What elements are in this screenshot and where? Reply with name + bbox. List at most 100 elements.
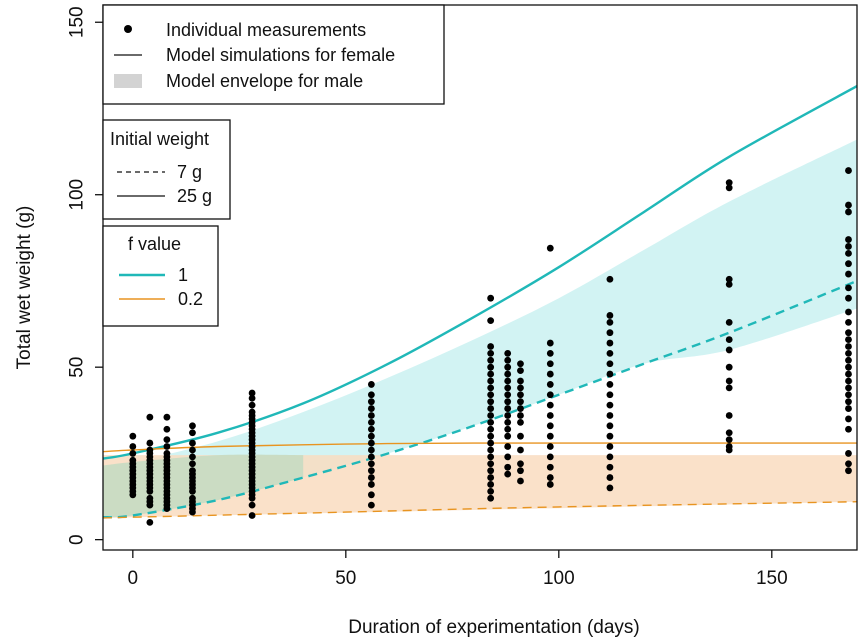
measurement-point <box>248 512 256 519</box>
measurement-point <box>845 167 852 174</box>
measurement-point <box>725 436 733 444</box>
measurement-point <box>504 377 512 385</box>
measurement-point <box>546 381 554 388</box>
measurement-point <box>517 418 524 426</box>
measurement-point <box>487 349 495 357</box>
measurement-point <box>546 474 554 481</box>
measurement-point <box>487 384 495 392</box>
measurement-point <box>606 329 614 337</box>
measurement-point <box>546 360 554 368</box>
envelope-f-1 <box>103 139 857 518</box>
x-tick-label: 150 <box>756 568 788 589</box>
measurement-point <box>189 508 196 516</box>
measurement-point <box>725 346 733 354</box>
measurement-point <box>367 460 375 468</box>
measurement-point <box>606 484 614 492</box>
legend-f-value-label: 1 <box>178 265 188 285</box>
measurement-point <box>546 412 554 419</box>
measurement-point <box>606 432 614 440</box>
measurement-point <box>487 391 495 399</box>
legend-f-value: f value 1 0.2 <box>102 225 219 327</box>
measurement-point <box>367 501 375 509</box>
measurement-point <box>546 432 554 440</box>
measurement-point <box>606 312 614 319</box>
measurement-point <box>367 481 375 488</box>
measurement-point <box>487 370 495 378</box>
measurement-point <box>517 377 524 385</box>
measurement-point <box>845 405 852 412</box>
measurement-point <box>517 467 524 475</box>
measurement-point <box>504 370 512 378</box>
measurement-point <box>367 412 375 419</box>
legend-initial-weight-box <box>102 119 231 220</box>
measurement-point <box>845 467 852 475</box>
measurement-point <box>189 453 196 461</box>
measurement-point <box>845 201 852 209</box>
measurement-point <box>546 339 554 347</box>
measurement-point <box>546 481 554 488</box>
measurement-point <box>487 460 495 468</box>
measurement-point <box>504 412 512 419</box>
measurement-point <box>845 208 852 216</box>
measurement-point <box>725 363 733 371</box>
measurement-points <box>129 167 852 526</box>
legend-initial-weight-label: 25 g <box>177 186 212 206</box>
measurement-point <box>725 412 733 419</box>
measurement-point <box>487 481 495 488</box>
measurement-point <box>725 280 733 288</box>
measurement-point <box>517 398 524 406</box>
measurement-point <box>487 474 495 481</box>
measurement-point <box>845 249 852 257</box>
measurement-point <box>606 453 614 461</box>
measurement-point <box>725 318 733 326</box>
measurement-point <box>845 336 852 343</box>
measurement-point <box>504 443 512 450</box>
measurement-point <box>606 463 614 471</box>
measurement-point <box>504 398 512 406</box>
measurement-point <box>606 370 614 378</box>
measurement-point <box>845 329 852 337</box>
measurement-point <box>487 412 495 419</box>
measurement-point <box>606 391 614 399</box>
measurement-point <box>487 453 495 461</box>
measurement-point <box>487 446 495 454</box>
y-tick-label: 150 <box>67 6 88 38</box>
measurement-point <box>504 432 512 440</box>
legend-main-label: Model simulations for female <box>166 45 395 65</box>
measurement-point <box>189 439 196 447</box>
measurement-point <box>845 370 852 378</box>
measurement-point <box>845 308 852 316</box>
measurement-point <box>546 244 554 252</box>
measurement-point <box>146 487 154 495</box>
legend-point-symbol <box>124 25 132 33</box>
measurement-point <box>504 363 512 371</box>
measurement-point <box>367 491 375 499</box>
measurement-point <box>189 446 196 454</box>
curve-f02-7g <box>103 501 857 519</box>
measurement-point <box>845 270 852 278</box>
legend-band-symbol <box>114 74 142 88</box>
measurement-point <box>725 377 733 385</box>
legend-main-label: Individual measurements <box>166 20 366 40</box>
measurement-point <box>163 436 171 444</box>
measurement-point <box>367 381 375 388</box>
measurement-point <box>367 418 375 426</box>
measurement-point <box>546 422 554 430</box>
measurement-point <box>845 377 852 385</box>
measurement-point <box>606 412 614 419</box>
measurement-point <box>845 391 852 399</box>
measurement-point <box>189 487 196 495</box>
measurement-point <box>606 474 614 481</box>
measurement-point <box>845 425 852 433</box>
measurement-point <box>248 389 256 397</box>
measurement-point <box>606 360 614 368</box>
measurement-point <box>845 318 852 326</box>
measurement-point <box>845 260 852 268</box>
measurement-point <box>504 463 512 471</box>
measurement-point <box>845 356 852 364</box>
measurement-point <box>546 453 554 461</box>
measurement-point <box>367 432 375 440</box>
measurement-point <box>546 443 554 450</box>
measurement-point <box>845 363 852 371</box>
measurement-point <box>845 243 852 250</box>
